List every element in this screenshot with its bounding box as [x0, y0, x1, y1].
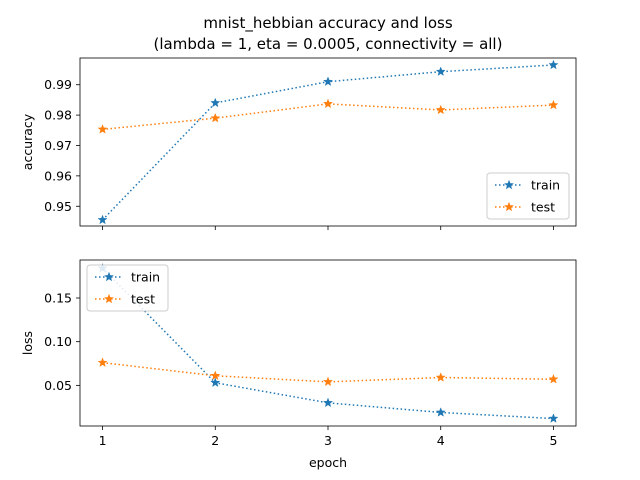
y-tick-label: 0.99: [44, 77, 72, 92]
legend-label: test: [531, 200, 555, 215]
data-point: [548, 59, 559, 70]
panel-accuracy: 0.95 0.96 0.97 0.98 0.99 accuracy train test: [20, 57, 577, 230]
legend-marker: [503, 201, 515, 212]
legend-label: train: [531, 178, 560, 193]
data-point: [322, 397, 334, 408]
y-tick-label: 0.98: [44, 108, 72, 123]
data-point: [548, 99, 559, 110]
x-tick-label: 4: [437, 433, 445, 448]
y-axis-label: accuracy: [20, 113, 35, 170]
y-tick-label: 0.97: [44, 138, 72, 153]
series-line: [102, 103, 554, 131]
series-test: [97, 98, 559, 134]
data-point: [548, 413, 559, 423]
plot-frame: [79, 259, 577, 427]
y-tick-label: 0.05: [44, 378, 72, 393]
y-axis-label: loss: [20, 331, 35, 355]
data-point: [97, 357, 108, 367]
x-tick-label: 1: [99, 433, 107, 448]
x-tick-label: 3: [324, 433, 332, 448]
y-tick-label: 0.96: [44, 168, 72, 183]
data-point: [322, 376, 334, 387]
data-point: [97, 124, 108, 134]
legend-marker: [503, 179, 515, 190]
x-axis-label: epoch: [309, 455, 347, 470]
data-point: [322, 76, 334, 86]
data-point: [548, 373, 559, 384]
x-tick-label: 5: [549, 433, 557, 448]
data-point: [435, 104, 446, 115]
y-tick-label: 0.15: [44, 291, 72, 306]
legend: train test: [86, 264, 169, 312]
legend: train test: [486, 172, 570, 220]
x-tick-label: 2: [211, 433, 219, 448]
series-line: [102, 267, 554, 420]
legend-label: test: [131, 292, 155, 307]
series-train: [97, 59, 559, 225]
data-point: [210, 112, 221, 123]
legend-marker: [103, 271, 115, 282]
data-point: [322, 98, 334, 109]
series-test: [97, 357, 559, 387]
data-point: [435, 407, 446, 417]
data-point: [210, 97, 221, 108]
y-tick-label: 0.95: [44, 199, 72, 214]
series-line: [102, 64, 554, 221]
panel-loss: 0.05 0.10 0.15 1 2 3 4 5 loss train test: [20, 259, 577, 448]
data-point: [210, 370, 221, 381]
legend-marker: [103, 293, 115, 304]
data-point: [97, 214, 108, 225]
legend-label: train: [131, 270, 160, 285]
chart-title: mnist_hebbian accuracy and loss: [203, 14, 452, 33]
y-tick-label: 0.10: [44, 334, 72, 349]
panels: 0.950.960.970.980.99accuracytraintest0.0…: [20, 57, 577, 448]
data-point: [210, 377, 221, 388]
data-point: [435, 66, 446, 76]
series-line: [102, 361, 554, 383]
data-point: [435, 372, 446, 382]
plot-frame: [79, 57, 577, 227]
chart-subtitle: (lambda = 1, eta = 0.0005, connectivity …: [154, 35, 503, 53]
